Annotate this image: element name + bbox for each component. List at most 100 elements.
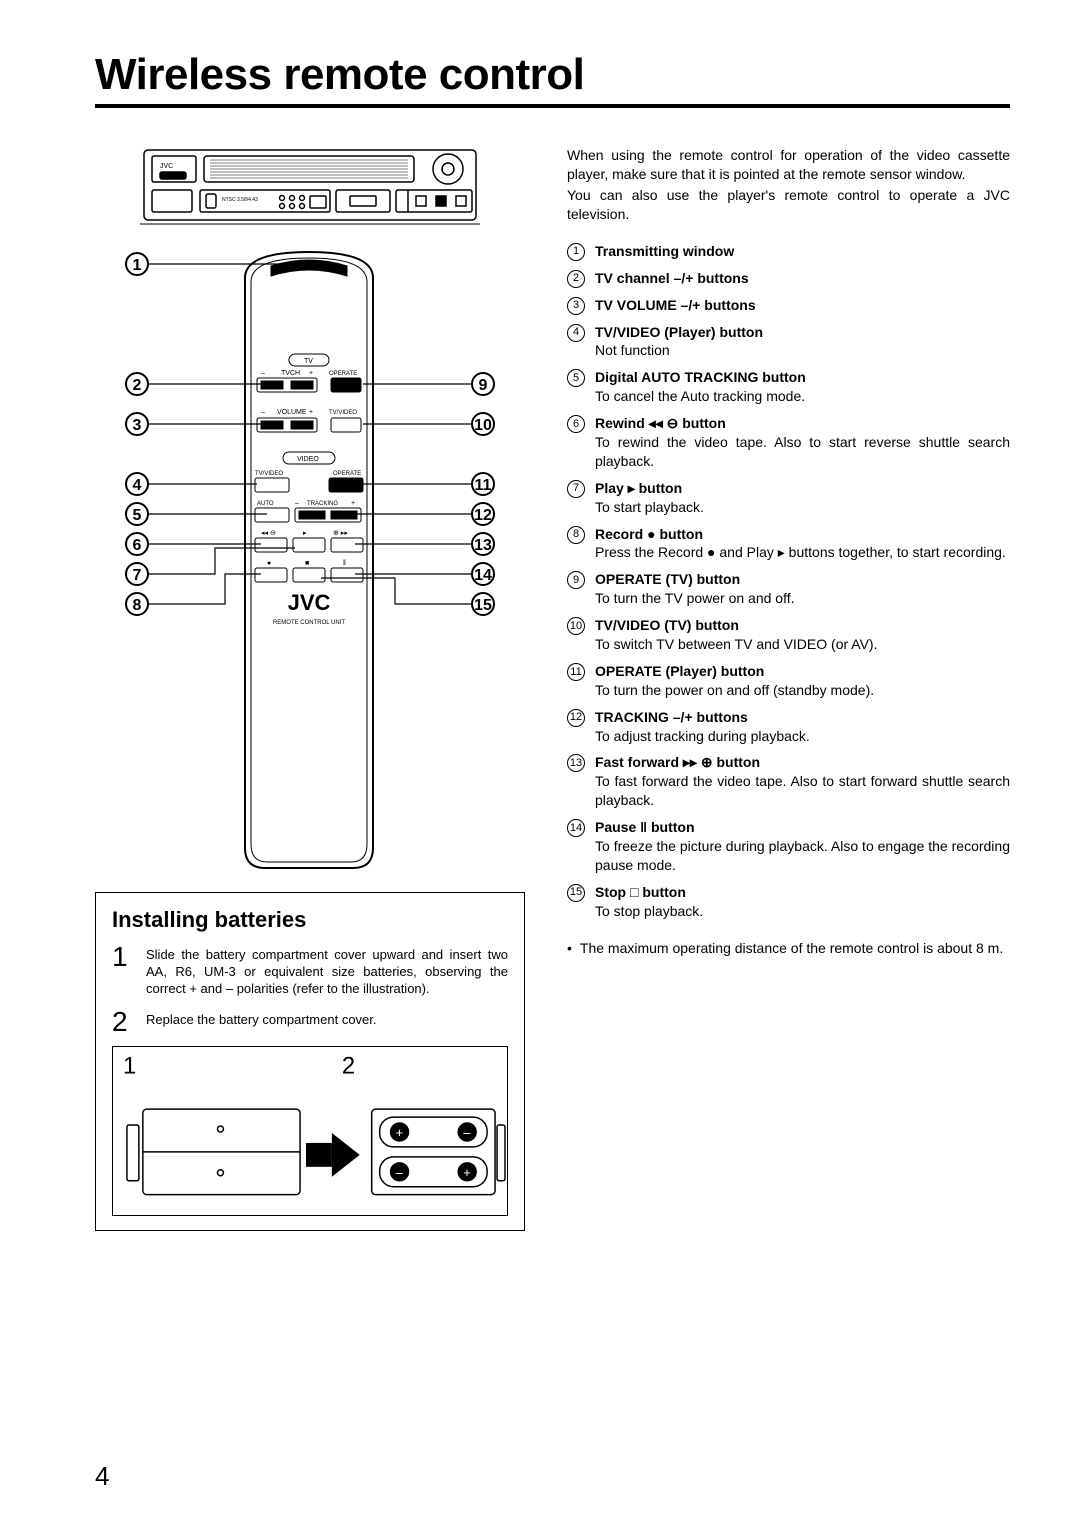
item-title: Stop □ button [595, 884, 686, 900]
item-number: 3 [567, 297, 585, 315]
item-desc: Not function [595, 341, 1010, 360]
svg-text:2: 2 [133, 377, 142, 394]
svg-text:–: – [396, 1164, 404, 1179]
item-number: 6 [567, 415, 585, 433]
svg-text:12: 12 [474, 507, 492, 524]
item-desc: To rewind the video tape. Also to start … [595, 433, 1010, 471]
item-row: 1 Transmitting window [567, 242, 1010, 261]
item-number: 2 [567, 270, 585, 288]
item-desc: To fast forward the video tape. Also to … [595, 772, 1010, 810]
step-number: 1 [112, 943, 146, 998]
svg-text:+: + [309, 409, 313, 416]
item-title: TRACKING –/+ buttons [595, 709, 748, 725]
svg-text:⊕ ▸▸: ⊕ ▸▸ [333, 530, 348, 537]
item-row: 6 Rewind ◂◂ ⊖ button To rewind the video t… [567, 414, 1010, 471]
intro-p2: You can also use the player's remote con… [567, 186, 1010, 224]
item-row: 10TV/VIDEO (TV) buttonTo switch TV betwe… [567, 616, 1010, 654]
item-desc: Press the Record ● and Play ▸ buttons to… [595, 543, 1010, 562]
svg-text:‖: ‖ [343, 560, 346, 567]
svg-text:–: – [295, 500, 299, 507]
item-number: 8 [567, 526, 585, 544]
item-desc: To switch TV between TV and VIDEO (or AV… [595, 635, 1010, 654]
item-number: 1 [567, 243, 585, 261]
svg-text:+: + [351, 500, 355, 507]
item-number: 15 [567, 884, 585, 902]
svg-text:1: 1 [133, 257, 142, 274]
intro-p1: When using the remote control for operat… [567, 146, 1010, 184]
svg-text:8: 8 [133, 597, 142, 614]
item-desc: To adjust tracking during playback. [595, 727, 1010, 746]
svg-text:VIDEO: VIDEO [297, 456, 319, 463]
item-number: 9 [567, 571, 585, 589]
item-desc: To freeze the picture during playback. A… [595, 837, 1010, 875]
svg-text:2: 2 [342, 1052, 355, 1079]
svg-text:1: 1 [123, 1052, 136, 1079]
item-number: 7 [567, 480, 585, 498]
svg-text:◂◂ ⊖: ◂◂ ⊖ [261, 530, 276, 537]
item-row: 12TRACKING –/+ buttonsTo adjust tracking… [567, 708, 1010, 746]
item-row: 2 TV channel –/+ buttons [567, 269, 1010, 288]
item-title: OPERATE (Player) button [595, 663, 764, 679]
note-text: The maximum operating distance of the re… [580, 939, 1010, 958]
step-number: 2 [112, 1008, 146, 1036]
item-title: TV/VIDEO (Player) button [595, 324, 763, 340]
item-title: OPERATE (TV) button [595, 571, 740, 587]
svg-text:10: 10 [474, 417, 492, 434]
svg-text:NTSC 3.58/4.43: NTSC 3.58/4.43 [222, 197, 258, 203]
svg-text:11: 11 [475, 477, 492, 494]
item-title: TV channel –/+ buttons [595, 270, 749, 286]
svg-text:9: 9 [479, 377, 488, 394]
item-number: 4 [567, 324, 585, 342]
item-row: 8Record ● buttonPress the Record ● and P… [567, 525, 1010, 563]
item-row: 14Pause ‖ buttonTo freeze the picture du… [567, 818, 1010, 875]
svg-text:5: 5 [133, 507, 142, 524]
svg-text:JVC: JVC [288, 590, 331, 615]
item-row: 7Play ▸ buttonTo start playback. [567, 479, 1010, 517]
right-column: When using the remote control for operat… [567, 146, 1010, 1231]
svg-text:REMOTE CONTROL UNIT: REMOTE CONTROL UNIT [273, 620, 345, 626]
footnote: • The maximum operating distance of the … [567, 939, 1010, 958]
item-title: TV VOLUME –/+ buttons [595, 297, 756, 313]
svg-text:–: – [463, 1125, 471, 1140]
svg-text:+: + [396, 1125, 404, 1140]
svg-text:6: 6 [133, 537, 142, 554]
svg-text:TV/VIDEO: TV/VIDEO [255, 471, 283, 477]
svg-text:+: + [463, 1164, 471, 1179]
item-title: Digital AUTO TRACKING button [595, 369, 806, 385]
item-desc: To turn the TV power on and off. [595, 589, 1010, 608]
item-row: 11 OPERATE (Player) button To turn the pow… [567, 662, 1010, 700]
svg-text:TV/VIDEO: TV/VIDEO [329, 410, 357, 416]
svg-text:15: 15 [474, 597, 492, 614]
svg-text:TV: TV [304, 358, 313, 365]
svg-text:JVC: JVC [160, 163, 173, 170]
item-desc: To turn the power on and off (standby mo… [595, 681, 1010, 700]
svg-text:14: 14 [474, 567, 492, 584]
item-number: 5 [567, 369, 585, 387]
item-row: 3 TV VOLUME –/+ buttons [567, 296, 1010, 315]
item-title: Transmitting window [595, 243, 734, 259]
item-row: 9 OPERATE (TV) button To turn the TV power… [567, 570, 1010, 608]
item-number: 11 [567, 663, 585, 681]
step-text: Slide the battery compartment cover upwa… [146, 943, 508, 998]
svg-text:–: – [261, 409, 265, 416]
step-text: Replace the battery compartment cover. [146, 1008, 377, 1036]
svg-text:●: ● [267, 560, 271, 567]
item-title: Pause ‖ button [595, 819, 695, 835]
item-title: Rewind ◂◂ ⊖ button [595, 415, 726, 431]
svg-text:■: ■ [305, 560, 309, 567]
svg-text:13: 13 [474, 537, 492, 554]
battery-diagram: 1 2 [112, 1046, 508, 1216]
item-row: 4 TV/VIDEO (Player) buttonNot function [567, 323, 1010, 361]
svg-text:▸: ▸ [303, 530, 307, 537]
left-column: JVC NT [95, 146, 525, 1231]
batteries-box: Installing batteries 1 Slide the battery… [95, 892, 525, 1231]
item-title: Play ▸ button [595, 480, 682, 496]
item-row: 15Stop □ buttonTo stop playback. [567, 883, 1010, 921]
item-row: 5 Digital AUTO TRACKING button To cancel t… [567, 368, 1010, 406]
callout-descriptions: 1 Transmitting window 2 TV channel –/+ but… [567, 242, 1010, 921]
svg-text:7: 7 [133, 567, 142, 584]
item-desc: To cancel the Auto tracking mode. [595, 387, 1010, 406]
title-rule [95, 104, 1010, 108]
bullet-icon: • [567, 939, 572, 958]
svg-text:4: 4 [133, 477, 142, 494]
